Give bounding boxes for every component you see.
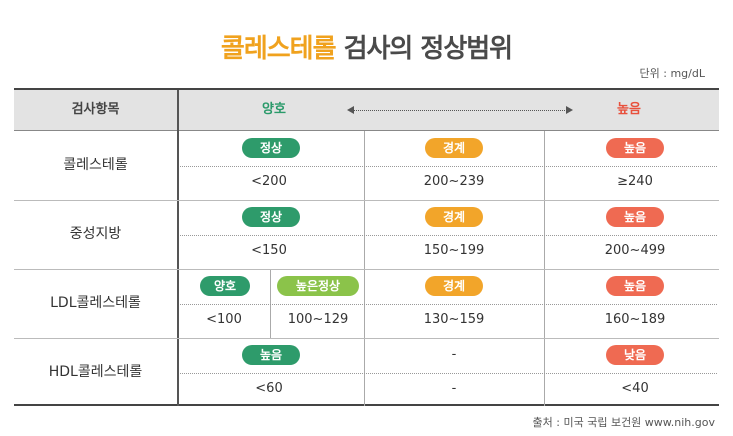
title-highlight: 콜레스테롤 [220,34,337,64]
status-badge: 높음 [242,345,300,365]
status-badge: 경계 [425,207,483,227]
page-title: 콜레스테롤 검사의 정상범위 [0,28,733,65]
header-good: 양호 [262,102,286,117]
status-badge: 정상 [242,207,300,227]
dotted-divider [180,373,717,374]
double-arrow-icon [347,106,573,114]
unit-label: 단위 : mg/dL [639,67,705,80]
range-value: <60 [255,381,283,396]
range-value: 150~199 [423,243,485,258]
row-divider [14,200,719,201]
header-divider [14,130,719,131]
range-value: 200~499 [604,243,666,258]
status-badge: 정상 [242,138,300,158]
status-badge: 경계 [425,276,483,296]
range-value: <150 [251,243,287,258]
status-badge: 낮음 [606,345,664,365]
range-value: 100~129 [287,312,349,327]
row-label: HDL콜레스테롤 [48,364,143,380]
range-value: <200 [251,174,287,189]
range-value: <100 [206,312,242,327]
status-badge: 높음 [606,138,664,158]
range-value: <40 [621,381,649,396]
status-badge: 높음 [606,207,664,227]
header-high: 높음 [617,102,641,117]
row-divider [14,269,719,270]
column-divider [177,90,179,406]
range-value: 200~239 [423,174,485,189]
status-badge: 높음 [606,276,664,296]
source-note: 출처 : 미국 국립 보건원 www.nih.gov [532,416,715,429]
range-value: - [451,381,457,396]
row-label: 콜레스테롤 [63,157,128,173]
range-value: - [451,347,457,362]
range-table: 검사항목 양호 높음 콜레스테롤 정상 경계 높음 <200 200~239 ≥… [14,88,719,406]
dotted-divider [180,166,717,167]
dotted-divider [180,304,717,305]
column-divider [364,131,365,406]
status-badge: 높은정상 [277,276,359,296]
row-divider [14,338,719,339]
title-rest: 검사의 정상범위 [335,34,513,64]
range-value: ≥240 [617,174,653,189]
row-label: 중성지방 [69,226,122,242]
status-badge: 경계 [425,138,483,158]
range-value: 130~159 [423,312,485,327]
column-divider [544,131,545,406]
row-label: LDL콜레스테롤 [50,295,141,311]
dotted-divider [180,235,717,236]
status-badge: 양호 [200,276,250,296]
header-item: 검사항목 [71,102,120,117]
range-value: 160~189 [604,312,666,327]
